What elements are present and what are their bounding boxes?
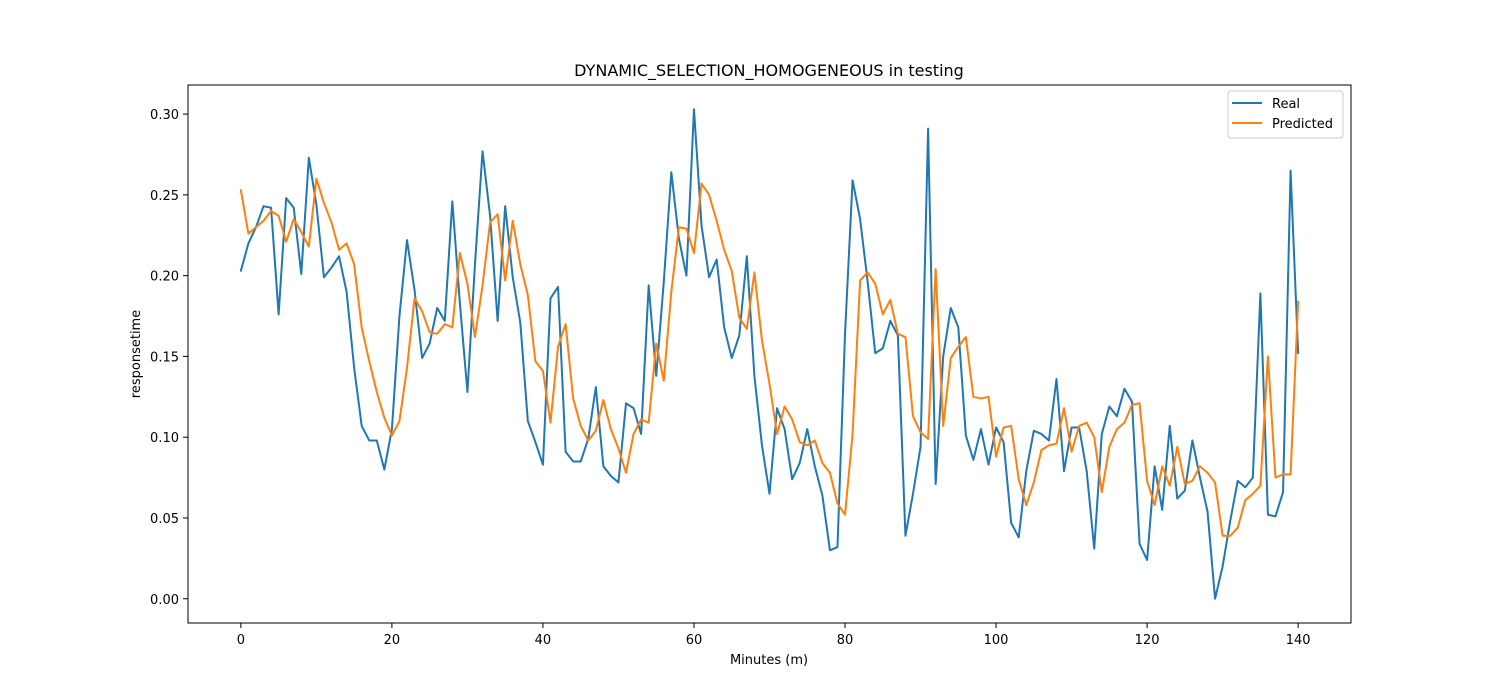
y-tick-label: 0.25 [150, 189, 179, 204]
x-tick-label: 100 [984, 633, 1009, 648]
x-axis-label: Minutes (m) [730, 653, 808, 668]
x-axis-ticks: 0 20 40 60 80 100 120 140 [237, 623, 1311, 648]
x-tick-label: 140 [1286, 633, 1311, 648]
x-tick-label: 40 [535, 633, 552, 648]
y-axis-label: responsetime [129, 310, 144, 398]
plot-area-frame [187, 84, 1352, 624]
series-line-real [239, 108, 1300, 600]
x-tick-label: 80 [837, 633, 854, 648]
y-tick-label: 0.00 [150, 593, 179, 608]
legend-label-predicted: Predicted [1272, 117, 1333, 132]
y-tick-label: 0.30 [150, 108, 179, 123]
y-tick-label: 0.20 [150, 270, 179, 285]
x-tick-label: 20 [384, 633, 401, 648]
x-tick-label: 120 [1135, 633, 1160, 648]
y-tick-label: 0.05 [150, 512, 179, 527]
series-layer [239, 108, 1300, 600]
legend: Real Predicted [1227, 90, 1344, 139]
x-tick-label: 60 [686, 633, 703, 648]
y-axis-ticks: 0.00 0.05 0.10 0.15 0.20 0.25 0.30 [150, 108, 188, 608]
chart-title: DYNAMIC_SELECTION_HOMOGENEOUS in testing [574, 61, 964, 81]
y-tick-label: 0.15 [150, 350, 179, 365]
x-tick-label: 0 [237, 633, 245, 648]
y-tick-label: 0.10 [150, 431, 179, 446]
legend-label-real: Real [1272, 97, 1300, 112]
series-line-predicted [239, 177, 1300, 537]
